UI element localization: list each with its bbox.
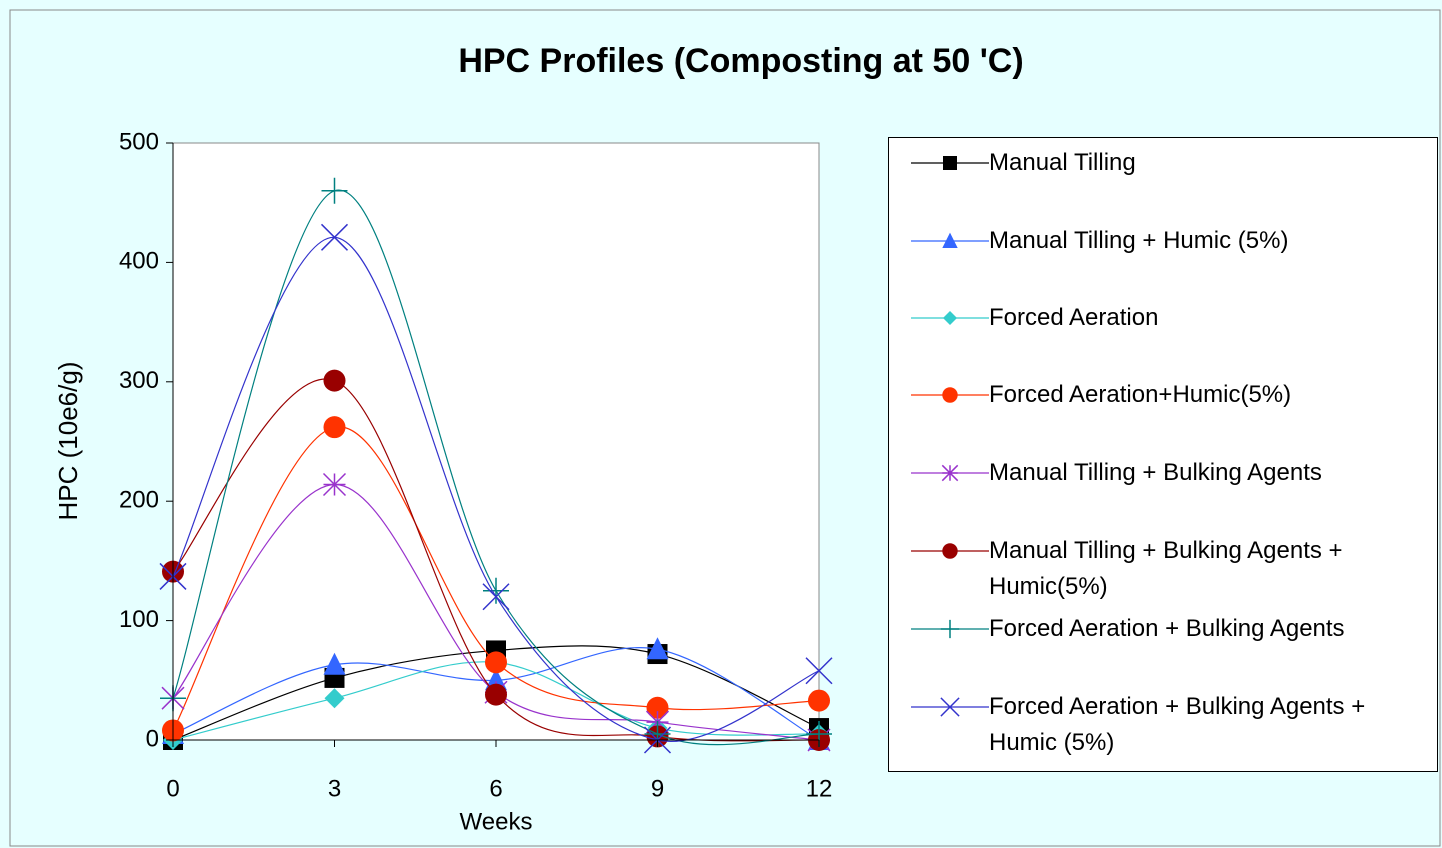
marker bbox=[808, 689, 830, 712]
marker bbox=[323, 369, 346, 392]
x-tick-label: 0 bbox=[166, 775, 179, 802]
marker bbox=[942, 543, 958, 559]
marker bbox=[321, 177, 348, 204]
legend-label: Forced Aeration + Bulking Agents bbox=[989, 615, 1345, 642]
marks bbox=[159, 177, 833, 754]
marker bbox=[941, 464, 959, 482]
legend-label: Manual Tilling + Humic (5%) bbox=[989, 227, 1289, 254]
marker bbox=[485, 668, 507, 691]
y-tick-label: 300 bbox=[119, 367, 159, 394]
marker bbox=[805, 657, 833, 685]
marker bbox=[485, 651, 507, 674]
series-line bbox=[172, 483, 820, 741]
legend-key bbox=[911, 311, 989, 325]
x-tick-label: 3 bbox=[328, 775, 341, 802]
legend-label: Forced Aeration+Humic(5%) bbox=[989, 381, 1292, 408]
marker bbox=[322, 472, 347, 497]
series-line bbox=[172, 378, 820, 742]
series-line bbox=[172, 426, 820, 731]
y-tick-label: 500 bbox=[119, 128, 159, 155]
x-axis-label: Weeks bbox=[460, 808, 533, 835]
marker bbox=[323, 416, 346, 439]
x-tick-label: 9 bbox=[651, 775, 664, 802]
marker bbox=[940, 619, 960, 639]
y-tick-label: 0 bbox=[146, 725, 159, 752]
marker bbox=[483, 577, 509, 604]
chart-title: HPC Profiles (Composting at 50 'C) bbox=[458, 42, 1023, 80]
legend-label: Manual Tilling + Bulking Agents + Humic(… bbox=[989, 537, 1343, 600]
legend: Manual Tilling Manual Tilling + Humic (5%… bbox=[888, 137, 1438, 772]
marker bbox=[485, 683, 507, 706]
legend-key bbox=[911, 232, 989, 248]
series-line bbox=[172, 236, 820, 743]
marker bbox=[324, 688, 345, 709]
marker bbox=[482, 583, 510, 611]
marker bbox=[943, 156, 957, 170]
legend-key bbox=[911, 156, 989, 170]
marker bbox=[940, 697, 960, 717]
legend-key bbox=[911, 387, 989, 403]
y-axis-label: HPC (10e6/g) bbox=[53, 362, 83, 521]
legend-key bbox=[911, 697, 989, 717]
marker bbox=[323, 652, 346, 675]
marker bbox=[646, 637, 669, 660]
x-tick-label: 6 bbox=[489, 775, 502, 802]
marker bbox=[320, 223, 349, 251]
marker bbox=[646, 696, 669, 719]
y-tick-label: 200 bbox=[119, 487, 159, 514]
marker bbox=[942, 387, 958, 403]
legend-label: Forced Aeration bbox=[989, 304, 1159, 331]
legend-key bbox=[911, 543, 989, 559]
x-tick-label: 12 bbox=[806, 775, 833, 802]
marker bbox=[942, 232, 958, 248]
legend-key bbox=[911, 619, 989, 639]
marker bbox=[943, 311, 957, 325]
legend-key bbox=[911, 464, 989, 482]
y-tick-label: 400 bbox=[119, 248, 159, 275]
legend-label: Forced Aeration + Bulking Agents + Humic… bbox=[989, 693, 1366, 756]
legend-label: Manual Tilling bbox=[989, 149, 1136, 176]
legend-label: Manual Tilling + Bulking Agents bbox=[989, 459, 1322, 486]
y-tick-label: 100 bbox=[119, 606, 159, 633]
series-line bbox=[172, 189, 820, 746]
